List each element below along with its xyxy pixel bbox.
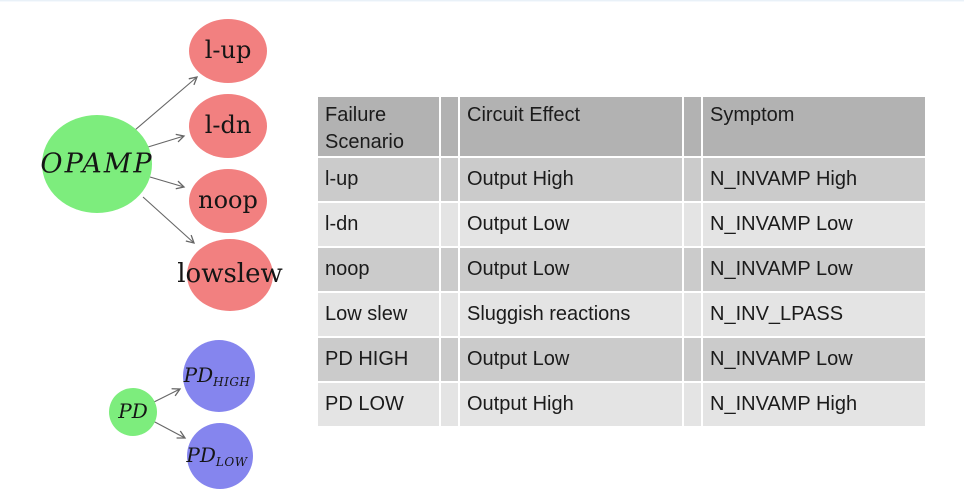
cell-symptom: N_INVAMP High	[703, 383, 925, 426]
cell-effect: Output High	[460, 158, 682, 201]
spacer-cell	[441, 203, 458, 246]
spacer-cell	[684, 383, 701, 426]
noop-node-shape	[189, 169, 267, 233]
spacer-cell	[684, 293, 701, 336]
cell-scenario: Low slew	[318, 293, 439, 336]
spacer-cell	[441, 248, 458, 291]
pd-node-label: PD	[118, 399, 148, 423]
table-header-row: Failure Scenario Circuit Effect Symptom	[318, 97, 925, 156]
pdhigh-base: PD	[183, 363, 214, 387]
cell-scenario: l-up	[318, 158, 439, 201]
pdlow-subscript: LOW	[215, 455, 248, 469]
cell-effect: Output High	[460, 383, 682, 426]
table-row: PD LOW Output High N_INVAMP High	[318, 383, 925, 426]
spacer-cell	[441, 158, 458, 201]
top-border-line	[0, 0, 964, 2]
table-row: PD HIGH Output Low N_INVAMP Low	[318, 338, 925, 381]
pdhigh-subscript: HIGH	[213, 375, 251, 389]
header-spacer-cell	[684, 97, 701, 156]
spacer-cell	[684, 248, 701, 291]
spacer-cell	[684, 338, 701, 381]
pdhigh-node-shape	[183, 340, 255, 412]
edge-pd-pdhigh	[153, 388, 182, 403]
lowslew-node-shape	[187, 239, 273, 311]
pdlow-base: PD	[186, 443, 216, 467]
cell-scenario: PD HIGH	[318, 338, 439, 381]
opamp-node-label: OPAMP	[40, 148, 154, 180]
header-failure-scenario: Failure Scenario	[318, 97, 439, 156]
edge-opamp-noop	[149, 176, 186, 190]
table-row: l-dn Output Low N_INVAMP Low	[318, 203, 925, 246]
spacer-cell	[684, 203, 701, 246]
pdlow-node-shape	[187, 423, 253, 489]
cell-symptom: N_INVAMP Low	[703, 203, 925, 246]
table-row: Low slew Sluggish reactions N_INV_LPASS	[318, 293, 925, 336]
cell-scenario: noop	[318, 248, 439, 291]
pdhigh-node-label: PDHIGH	[183, 363, 251, 388]
lowslew-node-label: lowslew	[177, 259, 283, 289]
spacer-cell	[441, 338, 458, 381]
edge-opamp-ldn	[147, 133, 186, 148]
cell-symptom: N_INV_LPASS	[703, 293, 925, 336]
lup-node-shape	[189, 19, 267, 83]
table-row: noop Output Low N_INVAMP Low	[318, 248, 925, 291]
ldn-node-shape	[189, 94, 267, 158]
cell-effect: Output Low	[460, 338, 682, 381]
cell-effect: Sluggish reactions	[460, 293, 682, 336]
pd-node-shape	[109, 388, 157, 436]
pdlow-node-label: PDLOW	[186, 443, 247, 468]
header-circuit-effect: Circuit Effect	[460, 97, 682, 156]
ldn-node-label: l-dn	[204, 111, 252, 139]
header-spacer-cell	[441, 97, 458, 156]
spacer-cell	[441, 383, 458, 426]
lup-node-label: l-up	[204, 36, 252, 64]
cell-effect: Output Low	[460, 203, 682, 246]
table-row: l-up Output High N_INVAMP High	[318, 158, 925, 201]
edge-pd-pdlow	[152, 420, 187, 439]
noop-node-label: noop	[198, 186, 258, 214]
cell-symptom: N_INVAMP Low	[703, 338, 925, 381]
cell-effect: Output Low	[460, 248, 682, 291]
header-symptom: Symptom	[703, 97, 925, 156]
cell-scenario: l-dn	[318, 203, 439, 246]
cell-scenario: PD LOW	[318, 383, 439, 426]
cell-symptom: N_INVAMP Low	[703, 248, 925, 291]
cell-symptom: N_INVAMP High	[703, 158, 925, 201]
opamp-node-shape	[42, 115, 152, 213]
failure-scenario-table: Failure Scenario Circuit Effect Symptom …	[316, 95, 927, 428]
edge-opamp-lowslew	[142, 196, 196, 244]
edge-opamp-lup	[134, 76, 199, 131]
spacer-cell	[441, 293, 458, 336]
spacer-cell	[684, 158, 701, 201]
